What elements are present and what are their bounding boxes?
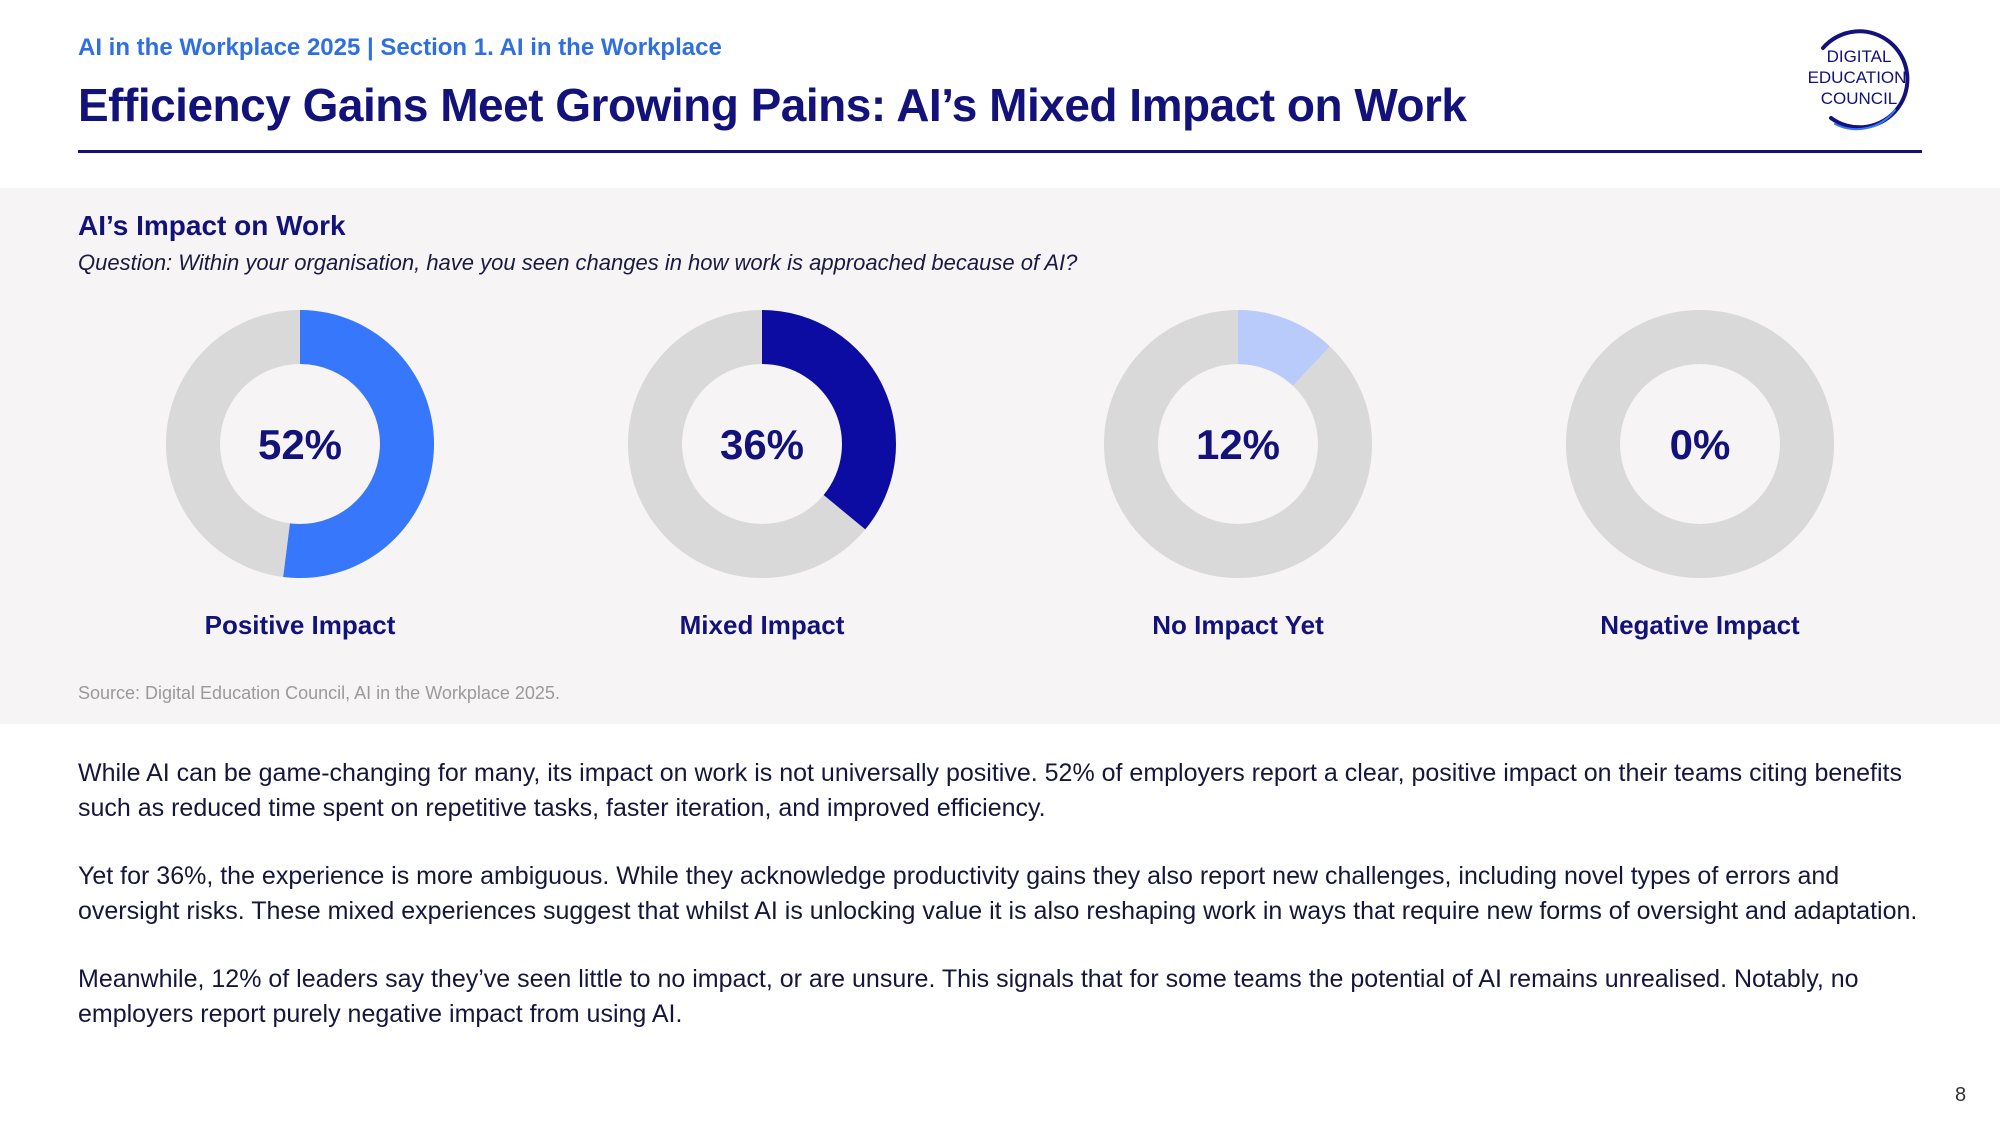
- donut-value-label: 36%: [720, 421, 804, 468]
- title-divider: [78, 150, 1922, 153]
- donut-value-label: 0%: [1670, 421, 1731, 468]
- donut-no-impact-yet: 12% No Impact Yet: [1104, 310, 1372, 640]
- donut-remainder-ring: [1566, 310, 1834, 578]
- chart-title: AI’s Impact on Work: [78, 210, 346, 241]
- page-number: 8: [1955, 1084, 1967, 1106]
- donut-category-label: No Impact Yet: [1152, 610, 1324, 640]
- body-paragraph: While AI can be game-changing for many, …: [78, 759, 1902, 822]
- body-paragraph: Meanwhile, 12% of leaders say they’ve se…: [78, 965, 1859, 1028]
- chart-panel: [0, 188, 2000, 724]
- donut-slice: [1238, 310, 1330, 386]
- donut-value-label: 52%: [258, 421, 342, 468]
- chart-source: Source: Digital Education Council, AI in…: [78, 683, 560, 703]
- body-text: While AI can be game-changing for many, …: [78, 756, 1938, 1065]
- digital-education-council-logo: DIGITAL EDUCATION COUNCIL: [1808, 29, 1910, 131]
- donut-mixed-impact: 36% Mixed Impact: [628, 310, 896, 640]
- page-title: Efficiency Gains Meet Growing Pains: AI’…: [78, 79, 1467, 131]
- donut-value-label: 12%: [1196, 421, 1280, 468]
- breadcrumb: AI in the Workplace 2025 | Section 1. AI…: [78, 34, 722, 61]
- donut-category-label: Negative Impact: [1600, 610, 1800, 640]
- donut-positive-impact: 52% Positive Impact: [166, 310, 434, 640]
- donut-negative-impact: 0% Negative Impact: [1566, 310, 1834, 640]
- svg-text:COUNCIL: COUNCIL: [1821, 89, 1898, 108]
- donut-charts: 52% Positive Impact 36% Mixed Impact 12% No I…: [166, 310, 1834, 640]
- chart-question: Question: Within your organisation, have…: [78, 250, 1078, 275]
- donut-slice: [762, 310, 896, 530]
- donut-category-label: Positive Impact: [205, 610, 396, 640]
- svg-text:DIGITAL: DIGITAL: [1827, 47, 1892, 66]
- svg-text:EDUCATION: EDUCATION: [1808, 68, 1907, 87]
- donut-slice: [283, 310, 434, 578]
- body-paragraph: Yet for 36%, the experience is more ambi…: [78, 862, 1918, 925]
- donut-category-label: Mixed Impact: [680, 610, 845, 640]
